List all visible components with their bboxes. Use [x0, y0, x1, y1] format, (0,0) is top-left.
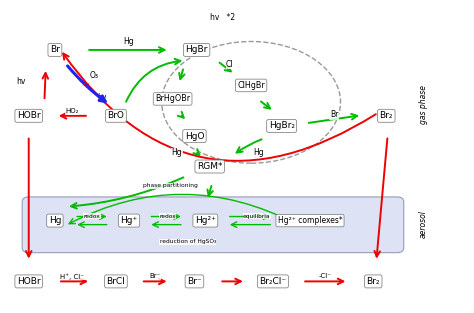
Text: Cl: Cl [226, 60, 234, 69]
Text: Br₂: Br₂ [380, 111, 393, 120]
Text: Br₂: Br₂ [366, 277, 380, 286]
Text: HOBr: HOBr [17, 111, 41, 120]
Text: hv   *2: hv *2 [210, 13, 236, 22]
Text: Br: Br [50, 45, 60, 54]
Text: phase partitioning: phase partitioning [143, 183, 198, 188]
Text: Br⁻: Br⁻ [187, 277, 202, 286]
Text: hv: hv [97, 93, 106, 102]
Text: Hg²⁺ complexes*: Hg²⁺ complexes* [278, 216, 342, 225]
Text: -Cl⁻: -Cl⁻ [319, 273, 332, 279]
Text: Hg⁺: Hg⁺ [120, 216, 137, 225]
Text: hv: hv [17, 77, 26, 86]
Text: HO₂: HO₂ [65, 108, 79, 115]
Text: BrHgOBr: BrHgOBr [155, 95, 190, 103]
Text: H⁺, Cl⁻: H⁺, Cl⁻ [60, 273, 84, 280]
Text: Hg: Hg [124, 37, 134, 46]
Text: equilibria: equilibria [243, 214, 271, 219]
Text: aerosol: aerosol [419, 210, 428, 238]
Text: *2: *2 [82, 83, 90, 89]
Text: BrCl: BrCl [107, 277, 125, 286]
Text: RGM*: RGM* [197, 162, 222, 171]
Text: HOBr: HOBr [17, 277, 41, 286]
Text: Hg²⁺: Hg²⁺ [195, 216, 216, 225]
Text: gas phase: gas phase [419, 85, 428, 124]
Text: ClHgBr: ClHgBr [237, 81, 265, 90]
Text: redox: redox [83, 214, 100, 219]
Text: Br: Br [330, 110, 338, 119]
Text: Br⁻: Br⁻ [149, 273, 161, 279]
Text: HgBr₂: HgBr₂ [269, 121, 295, 131]
Text: Hg: Hg [49, 216, 61, 225]
FancyBboxPatch shape [22, 197, 404, 253]
Text: reduction of HgSO₃: reduction of HgSO₃ [160, 239, 216, 244]
Text: O₃: O₃ [90, 71, 99, 80]
Text: Hg: Hg [253, 148, 264, 157]
Text: HgO: HgO [185, 131, 204, 141]
Text: HgBr: HgBr [185, 45, 208, 54]
Text: Hg: Hg [172, 148, 182, 157]
Text: Br₂Cl⁻: Br₂Cl⁻ [259, 277, 286, 286]
Text: redox: redox [159, 214, 176, 219]
Text: BrO: BrO [108, 111, 124, 120]
